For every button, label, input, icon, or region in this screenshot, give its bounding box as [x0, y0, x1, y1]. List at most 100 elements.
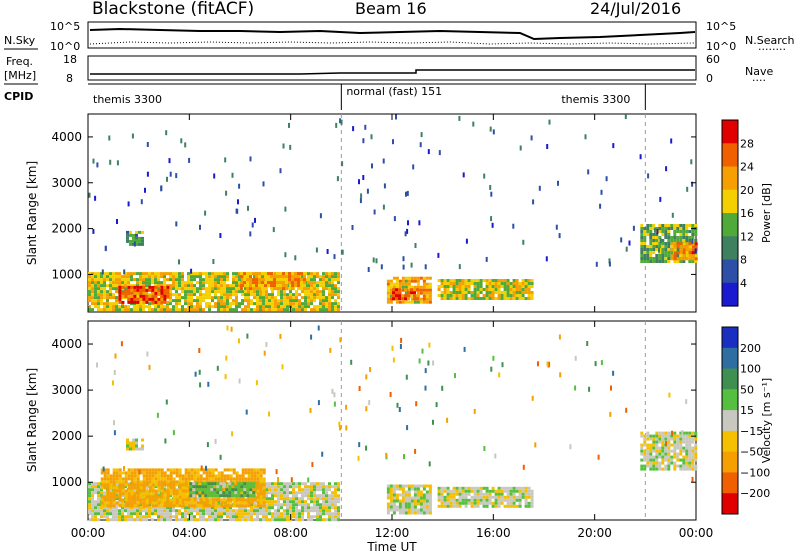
data-cell: [253, 480, 257, 484]
data-cell: [661, 452, 665, 456]
data-cell: [428, 285, 432, 289]
data-cell: [489, 185, 492, 190]
data-cell: [368, 400, 371, 406]
data-cell: [512, 291, 516, 294]
data-cell: [271, 518, 274, 522]
data-cell: [467, 486, 471, 490]
data-cell: [503, 291, 507, 294]
data-cell: [322, 488, 325, 492]
data-cell: [268, 485, 271, 489]
data-cell: [449, 282, 453, 285]
data-cell: [322, 497, 325, 501]
data-cell: [443, 297, 447, 300]
data-cell: [208, 477, 212, 481]
data-cell: [322, 290, 325, 294]
data-cell: [473, 282, 477, 285]
data-cell: [667, 257, 671, 260]
data-cell: [193, 471, 197, 475]
data-cell: [97, 293, 100, 297]
data-cell: [428, 294, 432, 298]
data-cell: [461, 282, 465, 285]
data-cell: [208, 518, 211, 522]
data-cell: [133, 291, 137, 295]
data-cell: [232, 290, 235, 294]
data-cell: [404, 300, 408, 304]
data-cell: [141, 447, 144, 451]
data-cell: [94, 281, 97, 285]
data-cell: [181, 305, 184, 309]
data-cell: [307, 278, 310, 282]
data-cell: [103, 305, 106, 309]
data-cell: [181, 272, 184, 276]
data-cell: [655, 464, 659, 468]
data-cell: [249, 485, 253, 489]
data-cell: [647, 173, 650, 179]
data-cell: [284, 206, 287, 212]
data-cell: [169, 308, 172, 312]
data-cell: [407, 300, 411, 304]
data-cell: [232, 512, 235, 516]
data-cell: [410, 288, 413, 292]
data-cell: [661, 257, 665, 260]
data-cell: [667, 464, 671, 468]
data-cell: [307, 290, 310, 294]
data-cell: [115, 501, 119, 505]
data-cell: [258, 287, 261, 291]
data-cell: [97, 284, 100, 288]
data-cell: [649, 452, 653, 456]
data-cell: [211, 305, 214, 309]
data-cell: [211, 296, 214, 300]
data-cell: [151, 285, 155, 289]
data-cell: [416, 487, 420, 491]
data-cell: [527, 492, 531, 496]
data-cell: [649, 236, 653, 239]
data-cell: [199, 224, 201, 230]
data-cell: [121, 480, 125, 484]
data-cell: [458, 285, 462, 288]
x-tick-label: 00:00: [679, 526, 714, 540]
data-cell: [88, 293, 91, 297]
data-cell: [532, 199, 535, 205]
data-cell: [127, 305, 130, 309]
data-cell: [482, 492, 486, 496]
data-cell: [527, 489, 531, 493]
data-cell: [313, 506, 316, 510]
data-cell: [389, 496, 393, 500]
data-cell: [273, 287, 276, 291]
data-cell: [301, 506, 304, 510]
data-cell: [283, 515, 286, 519]
data-cell: [118, 288, 122, 292]
data-cell: [88, 275, 91, 279]
data-cell: [127, 498, 131, 502]
data-cell: [449, 501, 453, 505]
data-cell: [118, 483, 122, 487]
data-cell: [673, 467, 677, 471]
data-cell: [449, 297, 453, 300]
data-cell: [655, 467, 659, 471]
data-cell: [274, 482, 277, 486]
data-cell: [243, 491, 247, 495]
data-cell: [187, 284, 190, 288]
data-cell: [246, 494, 250, 498]
data-cell: [265, 491, 268, 495]
data-cell: [175, 290, 178, 294]
data-cell: [201, 482, 205, 486]
data-cell: [292, 491, 295, 495]
data-cell: [416, 508, 420, 512]
data-cell: [413, 294, 416, 298]
data-cell: [485, 495, 489, 499]
data-cell: [265, 278, 268, 282]
data-cell: [289, 302, 292, 306]
data-cell: [217, 506, 220, 510]
x-tick-label: 04:00: [172, 526, 207, 540]
data-cell: [425, 490, 429, 494]
data-cell: [208, 509, 211, 513]
data-cell: [509, 285, 513, 288]
data-cell: [226, 498, 230, 502]
data-cell: [386, 508, 390, 512]
data-cell: [521, 291, 525, 294]
data-cell: [237, 491, 241, 495]
data-cell: [325, 278, 328, 282]
data-cell: [506, 501, 510, 505]
data-cell: [476, 288, 480, 291]
